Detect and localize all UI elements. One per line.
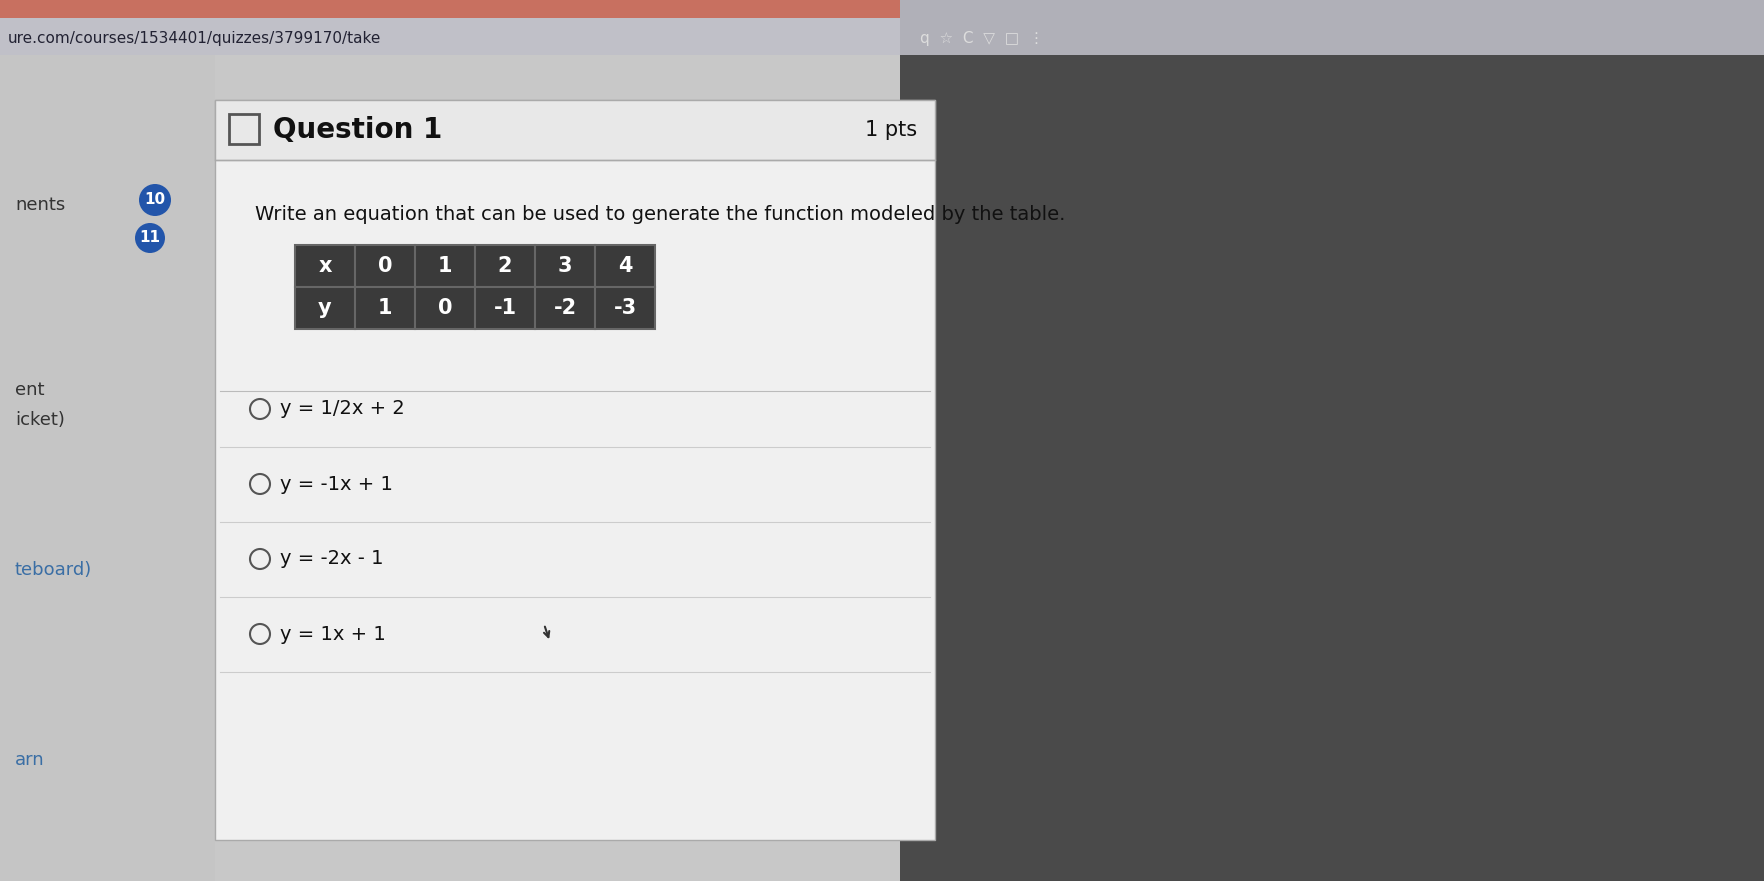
- FancyBboxPatch shape: [355, 287, 415, 329]
- Text: y: y: [318, 298, 332, 318]
- Text: y = 1/2x + 2: y = 1/2x + 2: [280, 399, 404, 418]
- Text: 1: 1: [377, 298, 392, 318]
- Text: -1: -1: [494, 298, 517, 318]
- Text: Write an equation that can be used to generate the function modeled by the table: Write an equation that can be used to ge…: [254, 205, 1065, 225]
- Text: ure.com/courses/1534401/quizzes/3799170/take: ure.com/courses/1534401/quizzes/3799170/…: [9, 31, 381, 46]
- Text: x: x: [318, 256, 332, 276]
- Text: 10: 10: [145, 193, 166, 208]
- Text: 11: 11: [139, 231, 161, 246]
- FancyBboxPatch shape: [295, 287, 355, 329]
- FancyBboxPatch shape: [0, 55, 215, 881]
- Text: q  ☆  C  ▽  □  ⋮: q ☆ C ▽ □ ⋮: [919, 31, 1044, 46]
- FancyBboxPatch shape: [594, 287, 654, 329]
- FancyBboxPatch shape: [415, 287, 475, 329]
- FancyBboxPatch shape: [215, 100, 935, 160]
- Text: 2: 2: [497, 256, 512, 276]
- FancyBboxPatch shape: [475, 287, 534, 329]
- Circle shape: [134, 223, 164, 253]
- FancyBboxPatch shape: [215, 100, 935, 840]
- Circle shape: [250, 474, 270, 494]
- Circle shape: [250, 399, 270, 419]
- FancyBboxPatch shape: [534, 287, 594, 329]
- Text: y = -2x - 1: y = -2x - 1: [280, 550, 383, 568]
- Text: 3: 3: [557, 256, 572, 276]
- Text: nents: nents: [14, 196, 65, 214]
- Text: y = -1x + 1: y = -1x + 1: [280, 475, 393, 493]
- Text: icket): icket): [14, 411, 65, 429]
- FancyBboxPatch shape: [475, 245, 534, 287]
- Text: 0: 0: [437, 298, 452, 318]
- FancyBboxPatch shape: [0, 0, 900, 18]
- Text: y = 1x + 1: y = 1x + 1: [280, 625, 386, 643]
- Text: 0: 0: [377, 256, 392, 276]
- FancyBboxPatch shape: [900, 0, 1764, 881]
- Text: teboard): teboard): [14, 561, 92, 579]
- FancyBboxPatch shape: [0, 18, 900, 55]
- FancyBboxPatch shape: [415, 245, 475, 287]
- FancyBboxPatch shape: [594, 245, 654, 287]
- FancyBboxPatch shape: [0, 0, 1764, 55]
- FancyBboxPatch shape: [229, 114, 259, 144]
- FancyBboxPatch shape: [534, 245, 594, 287]
- Text: ent: ent: [14, 381, 44, 399]
- Circle shape: [139, 184, 171, 216]
- Text: 1: 1: [437, 256, 452, 276]
- Circle shape: [250, 549, 270, 569]
- Text: 1 pts: 1 pts: [864, 120, 917, 140]
- Text: -3: -3: [614, 298, 637, 318]
- FancyBboxPatch shape: [355, 245, 415, 287]
- FancyBboxPatch shape: [295, 245, 355, 287]
- Text: 4: 4: [617, 256, 632, 276]
- Text: Question 1: Question 1: [273, 116, 443, 144]
- Circle shape: [250, 624, 270, 644]
- Text: -2: -2: [554, 298, 577, 318]
- Text: arn: arn: [14, 751, 44, 769]
